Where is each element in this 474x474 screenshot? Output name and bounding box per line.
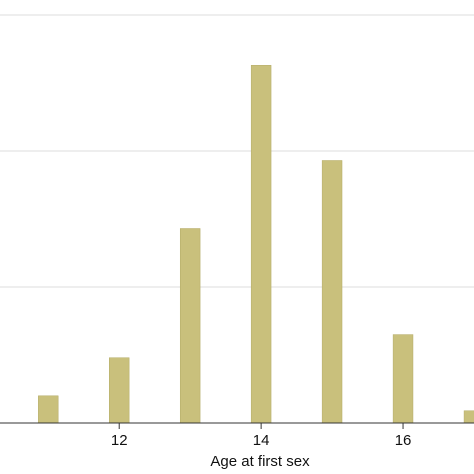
bar — [392, 334, 414, 424]
x-tick-label: 16 — [395, 432, 412, 449]
x-tick-label: 12 — [111, 432, 128, 449]
bar — [321, 160, 343, 424]
bar — [38, 395, 59, 424]
x-tick-label: 14 — [253, 432, 270, 449]
bar — [250, 65, 272, 424]
bar — [179, 228, 201, 424]
bar — [463, 410, 474, 424]
bar — [109, 357, 130, 424]
x-axis-title: Age at first sex — [210, 453, 310, 470]
